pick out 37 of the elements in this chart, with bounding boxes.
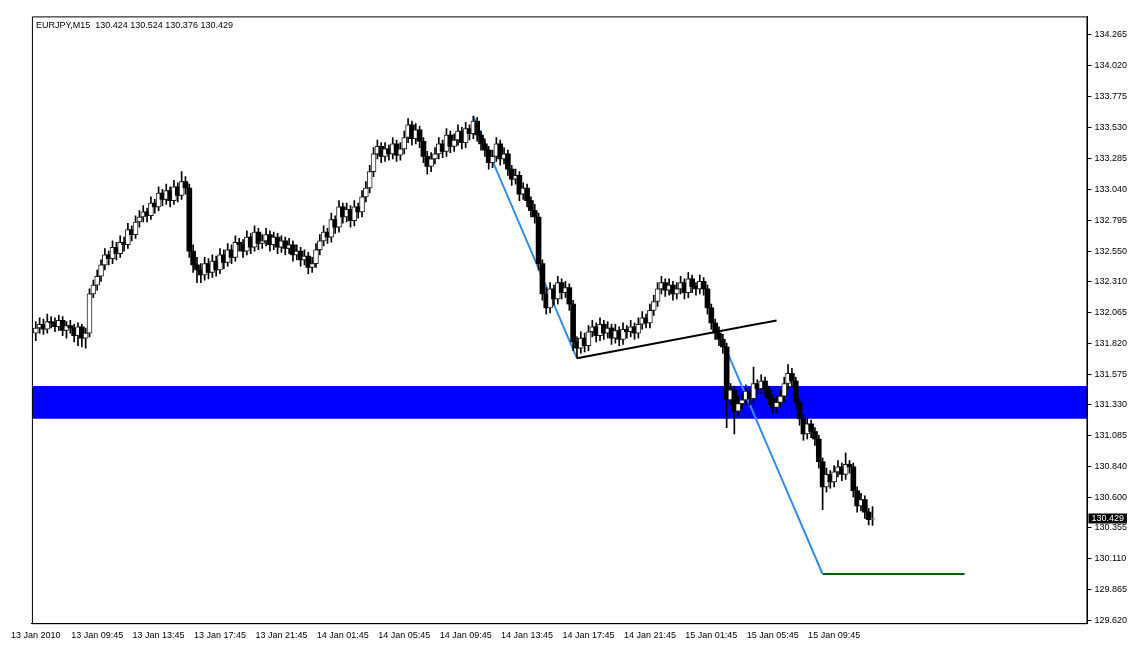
x-tick-label: 13 Jan 21:45 [255, 630, 308, 641]
y-tick-label: 130.110 [1094, 553, 1127, 564]
y-tick-label: 133.530 [1094, 121, 1128, 132]
y-tick-label: 132.795 [1094, 214, 1128, 225]
y-tick-label: 132.310 [1094, 275, 1128, 286]
y-tick-label: 131.330 [1094, 399, 1128, 410]
x-tick-label: 15 Jan 01:45 [685, 630, 738, 641]
y-tick-label: 130.840 [1094, 461, 1128, 472]
x-tick-label: 13 Jan 2010 [11, 630, 61, 641]
y-tick-label: 133.040 [1094, 183, 1128, 194]
y-tick-label: 131.575 [1094, 368, 1128, 379]
y-tick-label: 130.600 [1094, 491, 1128, 502]
y-tick-label: 134.265 [1094, 29, 1128, 40]
y-tick-label: 130.355 [1094, 522, 1128, 533]
x-tick-label: 14 Jan 21:45 [623, 630, 676, 641]
x-tick-label: 15 Jan 09:45 [808, 630, 861, 641]
y-tick-label: 133.285 [1094, 152, 1128, 163]
y-tick-label: 129.865 [1094, 584, 1128, 595]
x-tick-label: 14 Jan 01:45 [316, 630, 369, 641]
y-tick-label: 131.085 [1094, 430, 1128, 441]
x-tick-label: 13 Jan 17:45 [193, 630, 247, 641]
x-tick-label: 14 Jan 13:45 [501, 630, 554, 641]
y-tick-label: 131.820 [1094, 337, 1128, 348]
x-tick-label: 15 Jan 05:45 [746, 630, 799, 641]
y-tick-label: 129.620 [1094, 615, 1128, 626]
y-tick-label: 133.775 [1094, 90, 1128, 101]
candlestick [48, 316, 54, 329]
text: 130.429 [1091, 513, 1125, 524]
x-tick-label: 13 Jan 09:45 [71, 630, 124, 641]
y-tick-label: 132.550 [1094, 245, 1128, 256]
x-tick-label: 14 Jan 09:45 [439, 630, 492, 641]
y-tick-label: 132.065 [1094, 306, 1128, 317]
x-tick-label: 13 Jan 13:45 [132, 630, 185, 641]
chart-title: EURJPY,M15 130.424 130.524 130.376 130.429 [35, 19, 233, 30]
y-tick-label: 134.020 [1094, 60, 1128, 71]
x-tick-label: 14 Jan 17:45 [562, 630, 615, 641]
x-tick-label: 14 Jan 05:45 [378, 630, 431, 641]
